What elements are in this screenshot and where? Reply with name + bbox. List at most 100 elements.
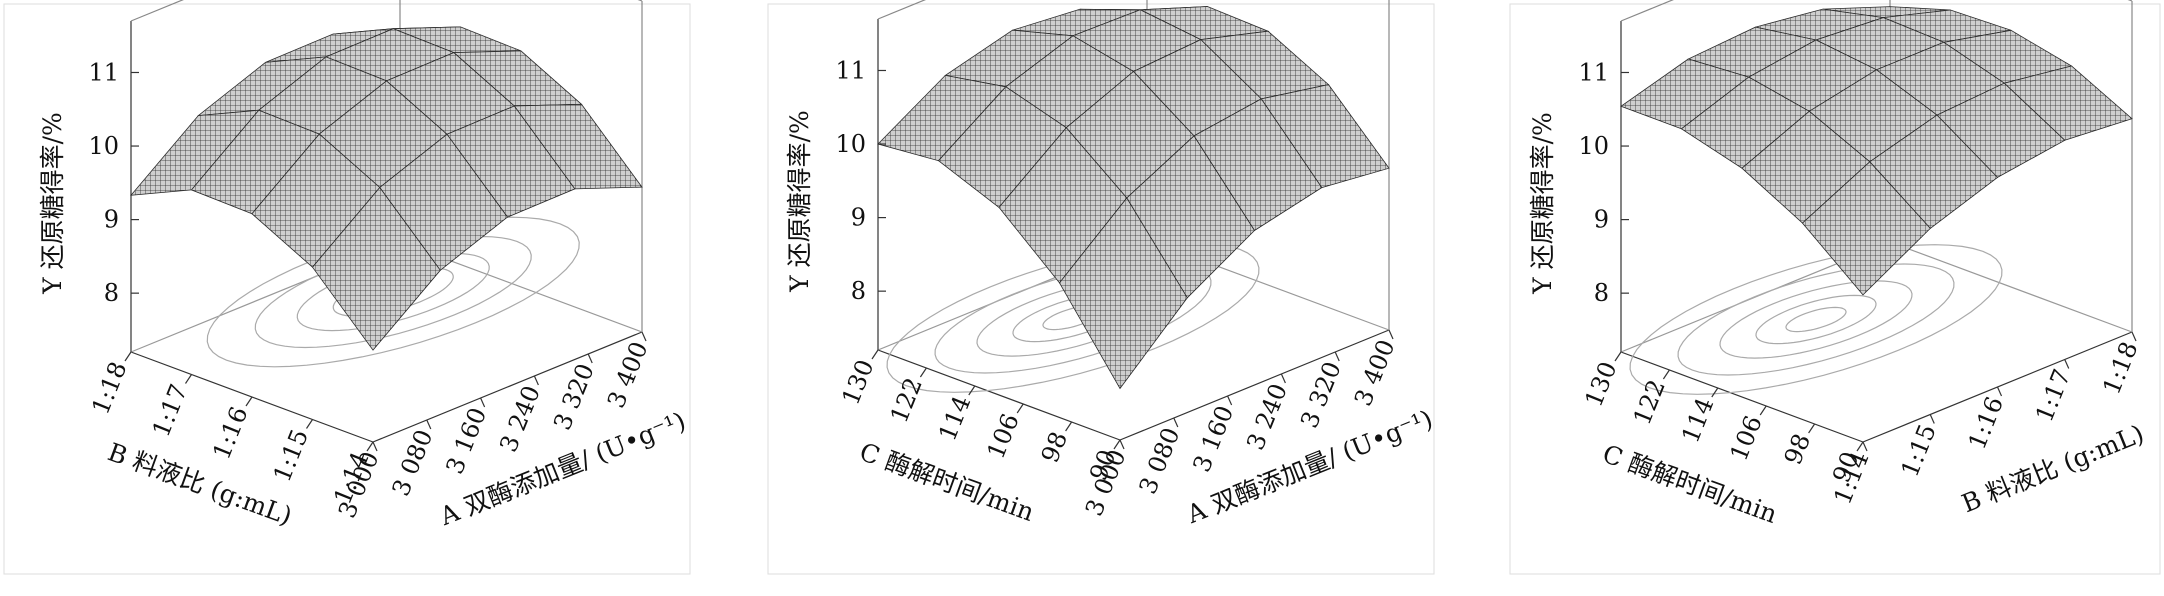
axis-line bbox=[1620, 351, 1864, 443]
x-tick-label: 3 320 bbox=[548, 360, 600, 434]
z-tick-label: 11 bbox=[1578, 58, 1609, 86]
contour bbox=[1785, 306, 1847, 333]
z-tick-label: 8 bbox=[1594, 279, 1609, 307]
box-edge bbox=[877, 0, 927, 20]
y-tick bbox=[919, 367, 927, 378]
panel-frame bbox=[1509, 3, 2161, 575]
y-tick-label: 114 bbox=[1676, 394, 1719, 447]
x-tick bbox=[1280, 373, 1286, 384]
x-tick-label: 3 160 bbox=[440, 404, 492, 478]
surface-cell bbox=[1059, 197, 1188, 390]
z-tick-label: 10 bbox=[88, 132, 119, 160]
y-tick bbox=[1662, 369, 1670, 380]
x-tick bbox=[1996, 386, 2003, 397]
x-tick bbox=[1862, 441, 1868, 452]
z-tick-label: 9 bbox=[104, 206, 119, 234]
box-edge bbox=[1889, 241, 2133, 333]
contour bbox=[1629, 244, 2003, 395]
y-tick-label: 1:15 bbox=[268, 425, 314, 485]
axis-line bbox=[1119, 329, 1390, 441]
x-tick bbox=[2131, 331, 2137, 342]
surface-cell bbox=[1801, 161, 1931, 296]
y-tick bbox=[1711, 387, 1719, 398]
axis-line bbox=[372, 331, 643, 443]
y-tick-label: 122 bbox=[1628, 376, 1671, 429]
y-tick bbox=[366, 441, 374, 452]
x-tick bbox=[480, 397, 486, 408]
z-axis-title: Y 还原糖得率/% bbox=[1528, 112, 1557, 295]
x-tick-label: 1:15 bbox=[1896, 420, 1942, 480]
z-axis-title: Y 还原糖得率/% bbox=[785, 110, 814, 293]
x-tick bbox=[533, 375, 539, 386]
y-tick-label: 114 bbox=[933, 392, 976, 445]
x-tick bbox=[1173, 417, 1179, 428]
x-tick bbox=[587, 353, 593, 364]
y-tick-label: 106 bbox=[982, 410, 1025, 463]
contour bbox=[1719, 280, 1913, 359]
y-tick bbox=[1065, 421, 1073, 432]
box-edge bbox=[2127, 0, 2133, 2]
y-tick bbox=[1808, 423, 1816, 434]
x-tick bbox=[1929, 414, 1935, 424]
y-tick bbox=[1016, 403, 1024, 414]
x-tick-label: 1:18 bbox=[2097, 338, 2143, 398]
y-tick bbox=[871, 349, 879, 360]
z-tick-label: 8 bbox=[104, 279, 119, 307]
y-tick-label: 1:17 bbox=[147, 380, 193, 440]
z-axis-title: Y 还原糖得率/% bbox=[38, 112, 67, 295]
y-tick bbox=[306, 419, 313, 429]
x-tick bbox=[2064, 359, 2070, 369]
x-tick-label: 3 320 bbox=[1295, 358, 1347, 432]
x-tick-label: 3 160 bbox=[1187, 402, 1239, 476]
y-tick-label: 1:18 bbox=[86, 358, 132, 418]
panel-frame bbox=[3, 3, 691, 575]
z-tick-label: 9 bbox=[1594, 206, 1609, 234]
y-tick-label: 98 bbox=[1036, 428, 1073, 467]
axis-line bbox=[877, 349, 1121, 441]
x-tick-label: 3 400 bbox=[1349, 336, 1401, 410]
y-tick bbox=[124, 351, 132, 362]
y-tick-label: 1:16 bbox=[207, 403, 253, 463]
x-tick-label: 3 240 bbox=[494, 382, 546, 456]
z-tick-label: 9 bbox=[851, 204, 866, 232]
box-edge bbox=[130, 0, 184, 22]
y-tick bbox=[245, 396, 253, 407]
x-tick bbox=[426, 419, 432, 430]
z-tick-label: 11 bbox=[88, 58, 119, 86]
x-tick bbox=[1388, 329, 1394, 340]
z-tick-label: 10 bbox=[1578, 132, 1609, 160]
y-tick bbox=[1856, 441, 1864, 452]
x-tick-label: 3 080 bbox=[1134, 424, 1186, 498]
y-tick-label: 106 bbox=[1725, 412, 1768, 465]
x-tick bbox=[1227, 395, 1233, 406]
x-tick bbox=[1334, 351, 1340, 362]
x-tick-label: 1:17 bbox=[2030, 365, 2076, 425]
z-tick-label: 11 bbox=[835, 56, 866, 84]
contour bbox=[1677, 263, 1955, 376]
x-tick-label: 3 240 bbox=[1241, 380, 1293, 454]
panel-frame bbox=[767, 3, 1435, 575]
y-tick-label: 130 bbox=[1579, 358, 1622, 411]
x-tick-label: 3 400 bbox=[602, 338, 654, 412]
box-edge bbox=[637, 0, 643, 2]
y-tick-label: 122 bbox=[885, 374, 928, 427]
contour bbox=[1755, 294, 1877, 345]
y-tick bbox=[185, 374, 192, 384]
x-tick bbox=[641, 331, 647, 342]
x-tick-label: 3 080 bbox=[387, 426, 439, 500]
y-tick bbox=[1759, 405, 1767, 416]
box-edge bbox=[1620, 0, 1674, 22]
y-tick bbox=[968, 385, 976, 396]
z-tick-label: 10 bbox=[835, 130, 866, 158]
y-axis-title: B 料液比 (g:mL) bbox=[104, 437, 296, 530]
y-tick bbox=[1113, 439, 1121, 450]
y-tick-label: 130 bbox=[836, 356, 879, 409]
z-tick-label: 8 bbox=[851, 277, 866, 305]
x-tick bbox=[372, 441, 378, 452]
y-tick bbox=[1614, 351, 1622, 362]
x-tick bbox=[1119, 439, 1125, 450]
